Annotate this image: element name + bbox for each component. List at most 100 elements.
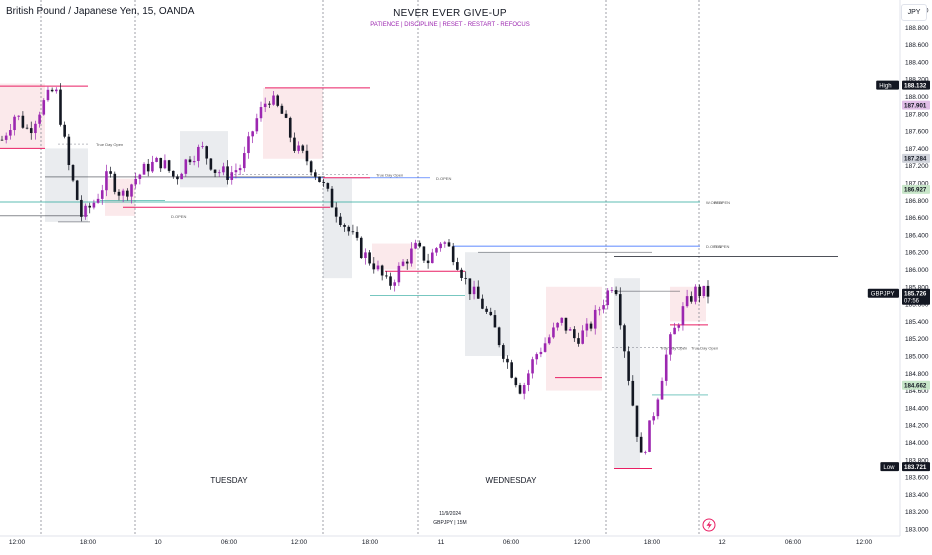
candle <box>694 284 697 305</box>
candle <box>318 176 321 183</box>
y-tick-label: 183.000 <box>905 527 929 534</box>
price-label-value: 183.721 <box>904 464 927 471</box>
candle <box>75 179 79 201</box>
candle <box>259 101 263 122</box>
candle <box>464 271 468 285</box>
currency-button[interactable]: JPY <box>901 4 927 21</box>
candle <box>109 166 112 178</box>
x-tick-label: 06:00 <box>221 539 238 546</box>
candle <box>447 238 451 247</box>
candle <box>146 159 150 177</box>
price-axis[interactable]: 189.000188.800188.600188.400188.200188.0… <box>905 8 929 534</box>
candle <box>359 236 363 259</box>
candle <box>251 130 254 144</box>
candle <box>343 223 346 232</box>
candle <box>627 346 630 386</box>
candle <box>602 299 605 314</box>
candle <box>213 169 217 178</box>
candle <box>552 322 555 339</box>
y-tick-label: 187.400 <box>905 146 929 153</box>
candle <box>9 123 12 140</box>
candle <box>4 132 8 144</box>
candle <box>25 124 29 130</box>
zone-discount-9 <box>614 278 640 469</box>
candle <box>702 285 706 299</box>
y-tick-label: 184.200 <box>905 423 929 430</box>
candle <box>648 420 651 453</box>
y-tick-label: 185.200 <box>905 336 929 343</box>
y-tick-label: 187.000 <box>905 181 929 188</box>
banner-title: NEVER EVER GIVE-UP <box>393 8 507 19</box>
candle <box>334 202 338 223</box>
candle <box>159 157 163 172</box>
candle <box>339 212 342 227</box>
candle <box>301 144 305 154</box>
candle <box>543 337 547 353</box>
candle <box>309 160 313 176</box>
candle <box>368 249 371 266</box>
candle <box>280 103 284 114</box>
x-tick-label: 12 <box>718 539 726 546</box>
y-tick-label: 186.000 <box>905 267 929 274</box>
candle <box>560 317 564 326</box>
y-tick-label: 183.600 <box>905 475 929 482</box>
candle-layer <box>0 83 710 455</box>
candle <box>460 267 463 281</box>
candle <box>84 203 87 220</box>
y-tick-label: 183.400 <box>905 492 929 499</box>
candle <box>67 133 71 171</box>
candle <box>497 326 501 348</box>
candle <box>88 202 92 214</box>
candle <box>451 242 455 266</box>
candle <box>263 97 267 113</box>
x-tick-label: 12:00 <box>9 539 26 546</box>
level-label-right-0: D.OPEN <box>714 244 729 249</box>
y-tick-label: 188.400 <box>905 59 929 66</box>
price-label-value: 187.284 <box>904 156 927 163</box>
candle <box>556 322 559 331</box>
y-tick-label: 186.600 <box>905 215 929 222</box>
candle <box>656 397 660 420</box>
candle <box>614 286 618 296</box>
candle <box>493 310 497 328</box>
candle <box>581 325 584 345</box>
price-label-tag: Low <box>883 465 895 471</box>
price-label-level: 186.927 <box>902 184 930 194</box>
candle <box>326 182 330 192</box>
x-tick-label: 11 <box>438 539 445 546</box>
candle <box>489 307 493 317</box>
y-tick-label: 184.800 <box>905 371 929 378</box>
candle <box>138 173 142 185</box>
candle <box>510 359 513 379</box>
candle <box>589 321 593 332</box>
time-axis[interactable]: 12:00 18:00 10 06:00 12:00 18:00 11 06:00 12:00 1… <box>9 539 873 546</box>
lightning-icon[interactable] <box>702 518 716 532</box>
candle <box>201 141 204 149</box>
candle <box>681 302 685 331</box>
y-tick-label: 185.000 <box>905 354 929 361</box>
candle <box>669 332 672 361</box>
symbol-title: British Pound / Japanese Yen, 15, OANDA <box>6 6 195 17</box>
candle <box>184 158 188 177</box>
candle <box>606 288 610 310</box>
candle <box>598 306 601 316</box>
candle <box>197 144 200 168</box>
candle <box>514 376 518 388</box>
y-tick-label: 185.800 <box>905 284 929 291</box>
candle <box>485 306 488 314</box>
candle <box>247 131 250 159</box>
candle <box>664 349 668 386</box>
candle <box>518 382 522 395</box>
candle <box>55 87 58 94</box>
candle <box>330 186 334 208</box>
candle <box>163 154 167 170</box>
candle <box>502 343 505 363</box>
candle <box>414 239 417 250</box>
candle <box>314 169 317 181</box>
candle <box>155 156 158 163</box>
candle <box>63 121 66 139</box>
candle <box>456 257 459 271</box>
banner-subtitle: PATIENCE | DISCIPLINE | RESET - RESTART … <box>370 22 530 28</box>
